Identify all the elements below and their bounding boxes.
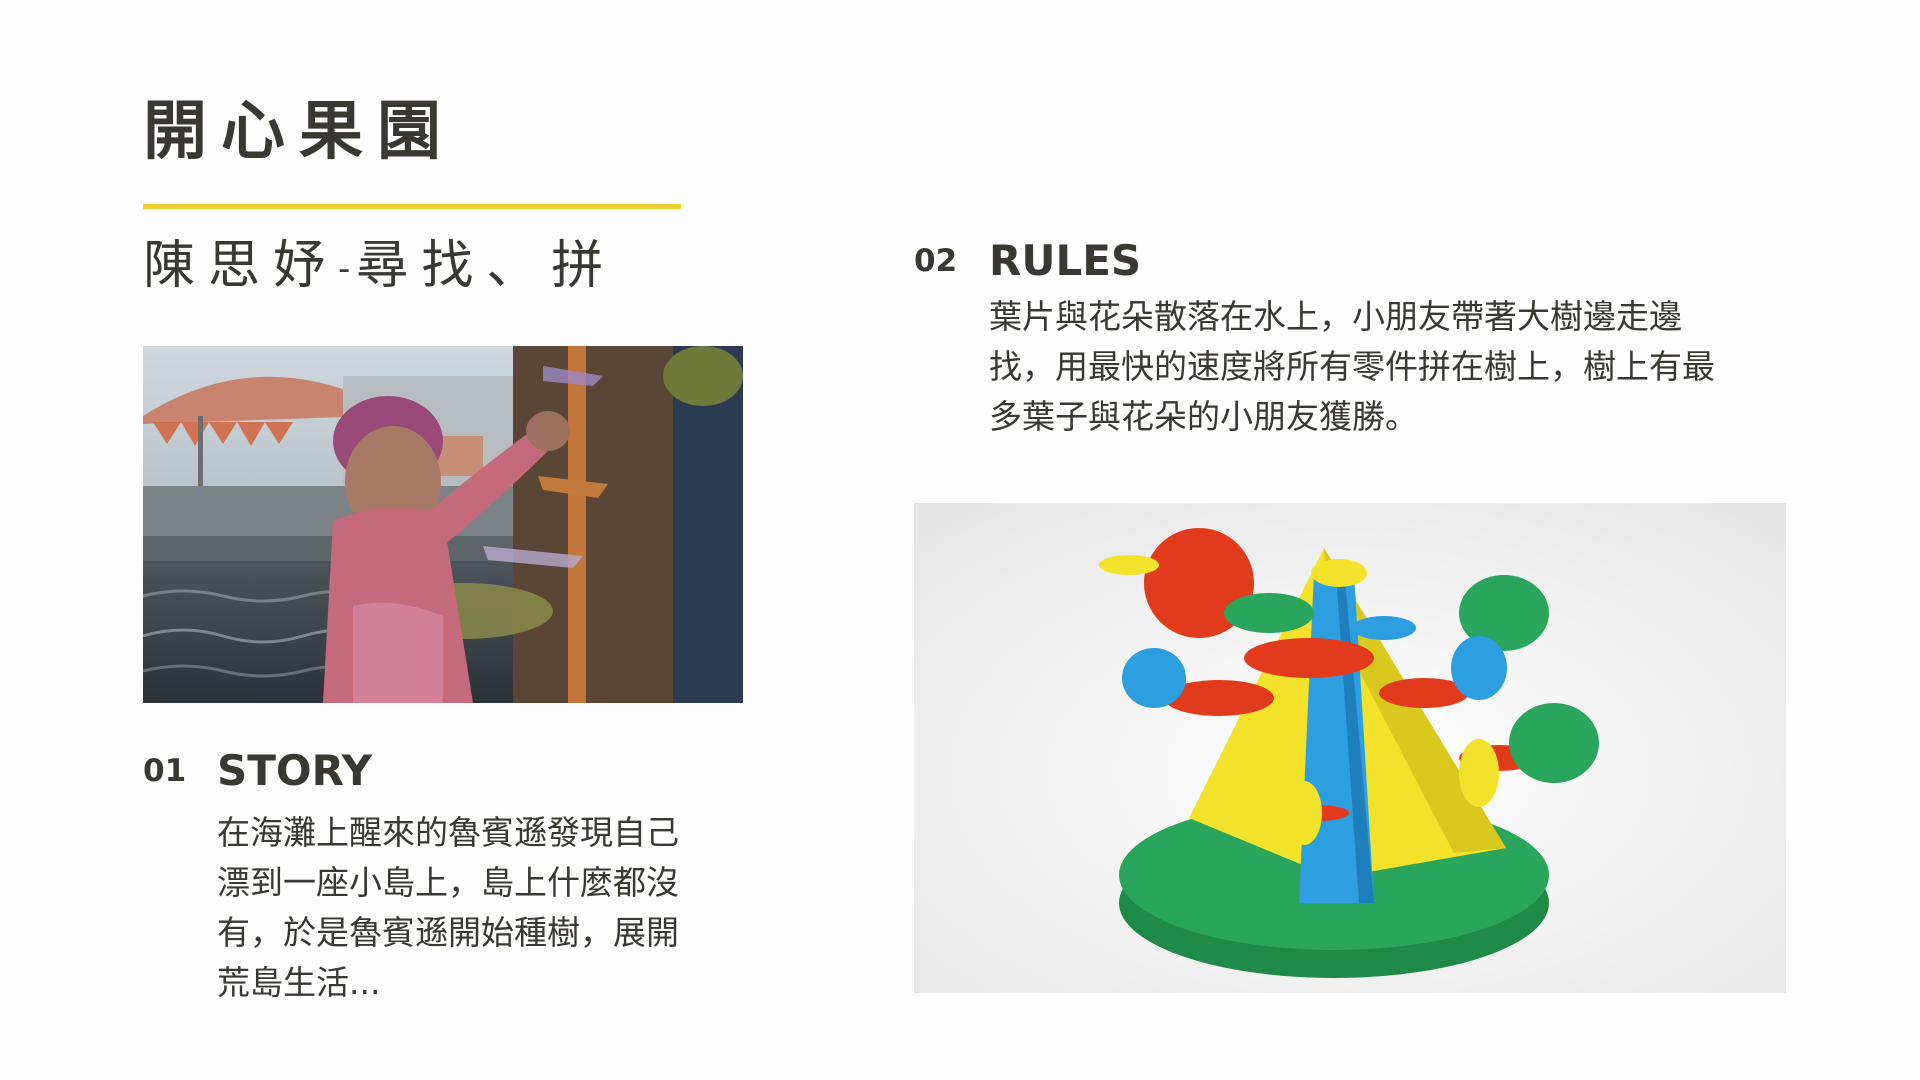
page-title: 開心果園 xyxy=(143,95,455,169)
author-name: 陳思妤 xyxy=(143,236,339,296)
rules-number: 02 xyxy=(914,243,958,279)
story-heading: STORY xyxy=(217,746,373,795)
puzzle-tree-render xyxy=(914,503,1786,993)
rules-heading: RULES xyxy=(989,236,1142,285)
subtitle-separator: - xyxy=(338,249,357,289)
story-body: 在海灘上醒來的魯賓遜發現自己 漂到一座小島上，島上什麼都沒 有，於是魯賓遜開始種… xyxy=(217,808,679,1008)
rules-line: 葉片與花朵散落在水上，小朋友帶著大樹邊走邊 xyxy=(989,297,1682,336)
rules-line: 找，用最快的速度將所有零件拼在樹上，樹上有最 xyxy=(989,347,1715,386)
child-pool-photo xyxy=(143,346,743,703)
story-line: 漂到一座小島上，島上什麼都沒 xyxy=(217,863,679,902)
story-line: 在海灘上醒來的魯賓遜發現自己 xyxy=(217,813,679,852)
story-line: 荒島生活... xyxy=(217,963,381,1002)
story-number: 01 xyxy=(143,753,187,789)
rules-line: 多葉子與花朵的小朋友獲勝。 xyxy=(989,397,1418,436)
title-underline xyxy=(143,204,681,209)
rules-body: 葉片與花朵散落在水上，小朋友帶著大樹邊走邊 找，用最快的速度將所有零件拼在樹上，… xyxy=(989,292,1715,442)
activity-text: 尋找、拼 xyxy=(356,236,617,296)
story-line: 有，於是魯賓遜開始種樹，展開 xyxy=(217,913,679,952)
subtitle: 陳思妤-尋找、拼 xyxy=(143,240,616,292)
